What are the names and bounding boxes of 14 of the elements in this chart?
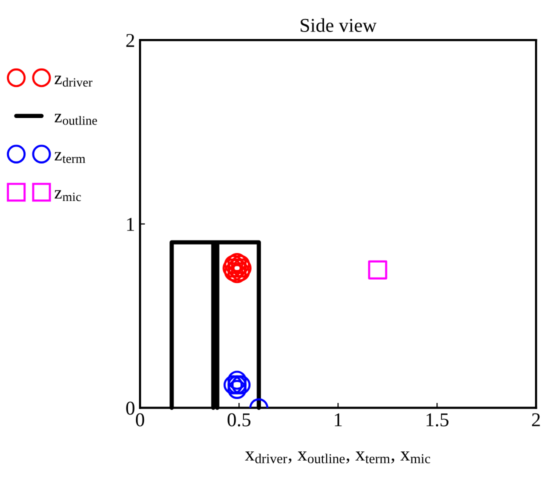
y-tick-label: 2 bbox=[126, 34, 134, 47]
legend-label: z$_{driver}$ bbox=[54, 76, 92, 87]
legend-label: z$_{outline}$ bbox=[54, 114, 97, 125]
x-tick-label: 0 bbox=[136, 413, 144, 426]
x-tick-label: 0.5 bbox=[228, 413, 250, 426]
legend-label: z$_{mic}$ bbox=[54, 190, 81, 202]
y-tick-label: 1 bbox=[127, 218, 134, 231]
chart-title: Side view bbox=[300, 18, 377, 32]
x-tick-label: 1 bbox=[334, 413, 342, 426]
x-axis-title: x$_{driver}$, x$_{outline}$, x$_{term}$, x$_{mic}$ bbox=[245, 452, 430, 464]
y-tick-label: 0 bbox=[126, 402, 134, 415]
x-tick-label: 1.5 bbox=[426, 413, 448, 426]
legend-label: z$_{term}$ bbox=[54, 152, 86, 163]
x-tick-label: 2 bbox=[532, 413, 540, 426]
